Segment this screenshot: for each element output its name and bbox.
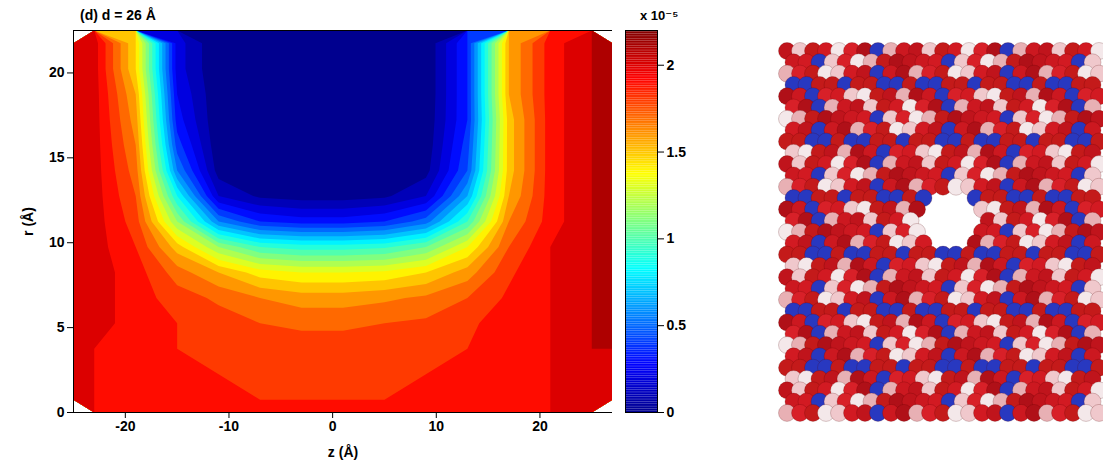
svg-text:20: 20: [49, 64, 65, 80]
html-text:x 10⁻⁵: x 10⁻⁵: [640, 8, 679, 23]
svg-text:0: 0: [667, 404, 675, 420]
svg-text:20: 20: [532, 418, 548, 434]
svg-text:1.5: 1.5: [667, 144, 687, 160]
svg-text:1: 1: [667, 230, 675, 246]
svg-text:0.5: 0.5: [667, 317, 687, 333]
svg-text:-20: -20: [115, 418, 135, 434]
svg-text:0: 0: [329, 418, 337, 434]
svg-text:15: 15: [49, 149, 65, 165]
svg-text:5: 5: [57, 319, 65, 335]
svg-text:-10: -10: [219, 418, 239, 434]
svg-text:0: 0: [57, 404, 65, 420]
svg-text:z (Å): z (Å): [328, 444, 358, 460]
svg-text:10: 10: [49, 234, 65, 250]
svg-text:r (Å): r (Å): [20, 207, 36, 236]
svg-text:2: 2: [667, 57, 675, 73]
svg-text:10: 10: [428, 418, 444, 434]
html-text:(d) d = 26 Å: (d) d = 26 Å: [80, 7, 156, 23]
